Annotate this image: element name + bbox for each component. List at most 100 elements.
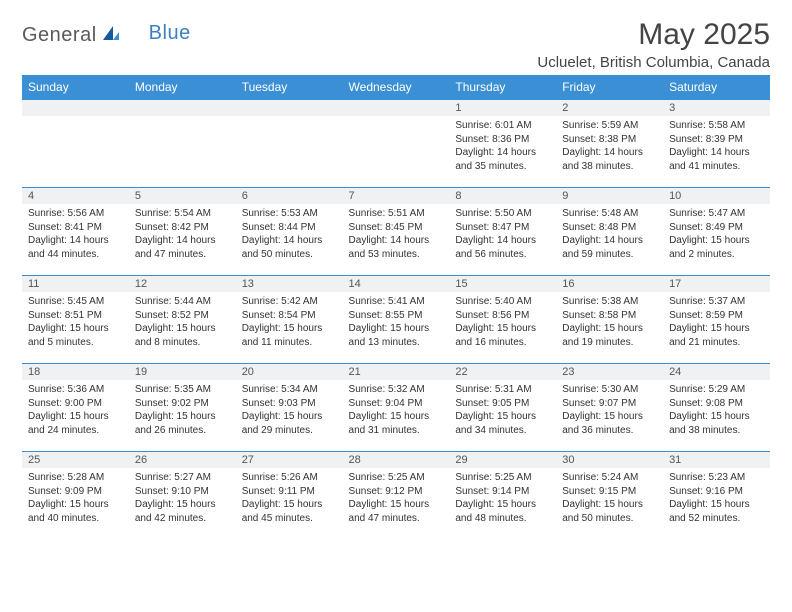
day-detail-line: Daylight: 14 hours	[28, 234, 123, 248]
day-detail-line: and 19 minutes.	[562, 336, 657, 350]
day-number: 11	[22, 276, 129, 292]
weekday-header: Sunday	[22, 75, 129, 100]
calendar-day-cell: 1Sunrise: 6:01 AMSunset: 8:36 PMDaylight…	[449, 100, 556, 188]
day-details: Sunrise: 5:56 AMSunset: 8:41 PMDaylight:…	[22, 204, 129, 265]
calendar-day-cell: 16Sunrise: 5:38 AMSunset: 8:58 PMDayligh…	[556, 276, 663, 364]
day-detail-line: and 52 minutes.	[669, 512, 764, 526]
day-detail-line: Daylight: 14 hours	[242, 234, 337, 248]
calendar-day-cell: 11Sunrise: 5:45 AMSunset: 8:51 PMDayligh…	[22, 276, 129, 364]
calendar-day-cell: 26Sunrise: 5:27 AMSunset: 9:10 PMDayligh…	[129, 452, 236, 540]
day-detail-line: Sunset: 9:00 PM	[28, 397, 123, 411]
day-detail-line: Sunrise: 5:34 AM	[242, 383, 337, 397]
day-details: Sunrise: 5:48 AMSunset: 8:48 PMDaylight:…	[556, 204, 663, 265]
header: General Blue May 2025 Ucluelet, British …	[22, 18, 770, 71]
day-details: Sunrise: 5:34 AMSunset: 9:03 PMDaylight:…	[236, 380, 343, 441]
day-detail-line: Daylight: 14 hours	[455, 146, 550, 160]
day-detail-line: Sunset: 8:47 PM	[455, 221, 550, 235]
day-detail-line: Sunrise: 5:29 AM	[669, 383, 764, 397]
day-detail-line: Daylight: 15 hours	[669, 498, 764, 512]
day-detail-line: and 50 minutes.	[562, 512, 657, 526]
day-number: 7	[343, 188, 450, 204]
day-number: 15	[449, 276, 556, 292]
calendar-week-row: 4Sunrise: 5:56 AMSunset: 8:41 PMDaylight…	[22, 188, 770, 276]
weekday-header: Thursday	[449, 75, 556, 100]
day-detail-line: Sunrise: 5:47 AM	[669, 207, 764, 221]
calendar-day-cell: 27Sunrise: 5:26 AMSunset: 9:11 PMDayligh…	[236, 452, 343, 540]
day-detail-line: Sunrise: 5:25 AM	[349, 471, 444, 485]
day-details: Sunrise: 5:50 AMSunset: 8:47 PMDaylight:…	[449, 204, 556, 265]
calendar-day-cell: 3Sunrise: 5:58 AMSunset: 8:39 PMDaylight…	[663, 100, 770, 188]
day-number: 30	[556, 452, 663, 468]
day-details: Sunrise: 5:40 AMSunset: 8:56 PMDaylight:…	[449, 292, 556, 353]
day-number: 12	[129, 276, 236, 292]
day-detail-line: Sunrise: 5:28 AM	[28, 471, 123, 485]
day-detail-line: Sunset: 8:59 PM	[669, 309, 764, 323]
day-detail-line: and 5 minutes.	[28, 336, 123, 350]
day-detail-line: and 29 minutes.	[242, 424, 337, 438]
day-detail-line: Daylight: 14 hours	[349, 234, 444, 248]
day-details: Sunrise: 5:23 AMSunset: 9:16 PMDaylight:…	[663, 468, 770, 529]
logo-text-general: General	[22, 24, 97, 47]
calendar-day-cell: 8Sunrise: 5:50 AMSunset: 8:47 PMDaylight…	[449, 188, 556, 276]
day-detail-line: Sunset: 8:36 PM	[455, 133, 550, 147]
day-detail-line: Daylight: 15 hours	[28, 322, 123, 336]
day-detail-line: Sunset: 8:45 PM	[349, 221, 444, 235]
day-details: Sunrise: 5:25 AMSunset: 9:14 PMDaylight:…	[449, 468, 556, 529]
logo: General Blue	[22, 18, 167, 47]
calendar-day-cell	[236, 100, 343, 188]
day-detail-line: Sunset: 8:42 PM	[135, 221, 230, 235]
day-detail-line: Daylight: 15 hours	[669, 410, 764, 424]
calendar-day-cell: 23Sunrise: 5:30 AMSunset: 9:07 PMDayligh…	[556, 364, 663, 452]
day-detail-line: Sunset: 9:15 PM	[562, 485, 657, 499]
calendar-week-row: 25Sunrise: 5:28 AMSunset: 9:09 PMDayligh…	[22, 452, 770, 540]
day-details: Sunrise: 6:01 AMSunset: 8:36 PMDaylight:…	[449, 116, 556, 177]
day-details: Sunrise: 5:31 AMSunset: 9:05 PMDaylight:…	[449, 380, 556, 441]
day-detail-line: Daylight: 15 hours	[562, 322, 657, 336]
day-detail-line: Sunrise: 5:42 AM	[242, 295, 337, 309]
calendar-day-cell	[22, 100, 129, 188]
day-details	[129, 116, 236, 174]
day-details: Sunrise: 5:37 AMSunset: 8:59 PMDaylight:…	[663, 292, 770, 353]
calendar-day-cell: 4Sunrise: 5:56 AMSunset: 8:41 PMDaylight…	[22, 188, 129, 276]
day-detail-line: Daylight: 14 hours	[562, 234, 657, 248]
day-details: Sunrise: 5:51 AMSunset: 8:45 PMDaylight:…	[343, 204, 450, 265]
day-detail-line: Daylight: 15 hours	[349, 410, 444, 424]
day-detail-line: Daylight: 15 hours	[349, 498, 444, 512]
day-detail-line: and 24 minutes.	[28, 424, 123, 438]
day-number: 2	[556, 100, 663, 116]
calendar-day-cell: 10Sunrise: 5:47 AMSunset: 8:49 PMDayligh…	[663, 188, 770, 276]
day-number	[343, 100, 450, 116]
day-detail-line: Sunset: 9:10 PM	[135, 485, 230, 499]
calendar-day-cell: 2Sunrise: 5:59 AMSunset: 8:38 PMDaylight…	[556, 100, 663, 188]
day-details: Sunrise: 5:35 AMSunset: 9:02 PMDaylight:…	[129, 380, 236, 441]
calendar-day-cell: 6Sunrise: 5:53 AMSunset: 8:44 PMDaylight…	[236, 188, 343, 276]
day-detail-line: Sunset: 8:38 PM	[562, 133, 657, 147]
day-number: 9	[556, 188, 663, 204]
day-detail-line: Sunrise: 5:23 AM	[669, 471, 764, 485]
calendar-day-cell: 15Sunrise: 5:40 AMSunset: 8:56 PMDayligh…	[449, 276, 556, 364]
day-detail-line: Sunrise: 5:24 AM	[562, 471, 657, 485]
day-detail-line: Sunrise: 5:27 AM	[135, 471, 230, 485]
calendar-day-cell	[343, 100, 450, 188]
calendar-day-cell: 30 Sunrise: 5:24 AMSunset: 9:15 PMDayligh…	[556, 452, 663, 540]
day-detail-line: Daylight: 15 hours	[562, 498, 657, 512]
day-detail-line: and 34 minutes.	[455, 424, 550, 438]
title-block: May 2025 Ucluelet, British Columbia, Can…	[537, 18, 770, 71]
day-detail-line: Sunrise: 5:54 AM	[135, 207, 230, 221]
day-detail-line: Sunrise: 5:37 AM	[669, 295, 764, 309]
day-detail-line: Sunrise: 5:32 AM	[349, 383, 444, 397]
day-number: 5	[129, 188, 236, 204]
day-details: Sunrise: 5:45 AMSunset: 8:51 PMDaylight:…	[22, 292, 129, 353]
day-number: 10	[663, 188, 770, 204]
day-detail-line: Sunrise: 5:26 AM	[242, 471, 337, 485]
day-detail-line: and 16 minutes.	[455, 336, 550, 350]
day-detail-line: Sunset: 8:49 PM	[669, 221, 764, 235]
day-number: 27	[236, 452, 343, 468]
day-detail-line: Sunrise: 5:31 AM	[455, 383, 550, 397]
day-detail-line: and 13 minutes.	[349, 336, 444, 350]
calendar-day-cell: 28Sunrise: 5:25 AMSunset: 9:12 PMDayligh…	[343, 452, 450, 540]
day-detail-line: Sunrise: 5:30 AM	[562, 383, 657, 397]
day-detail-line: Daylight: 15 hours	[135, 410, 230, 424]
day-number: 29	[449, 452, 556, 468]
weekday-header: Tuesday	[236, 75, 343, 100]
